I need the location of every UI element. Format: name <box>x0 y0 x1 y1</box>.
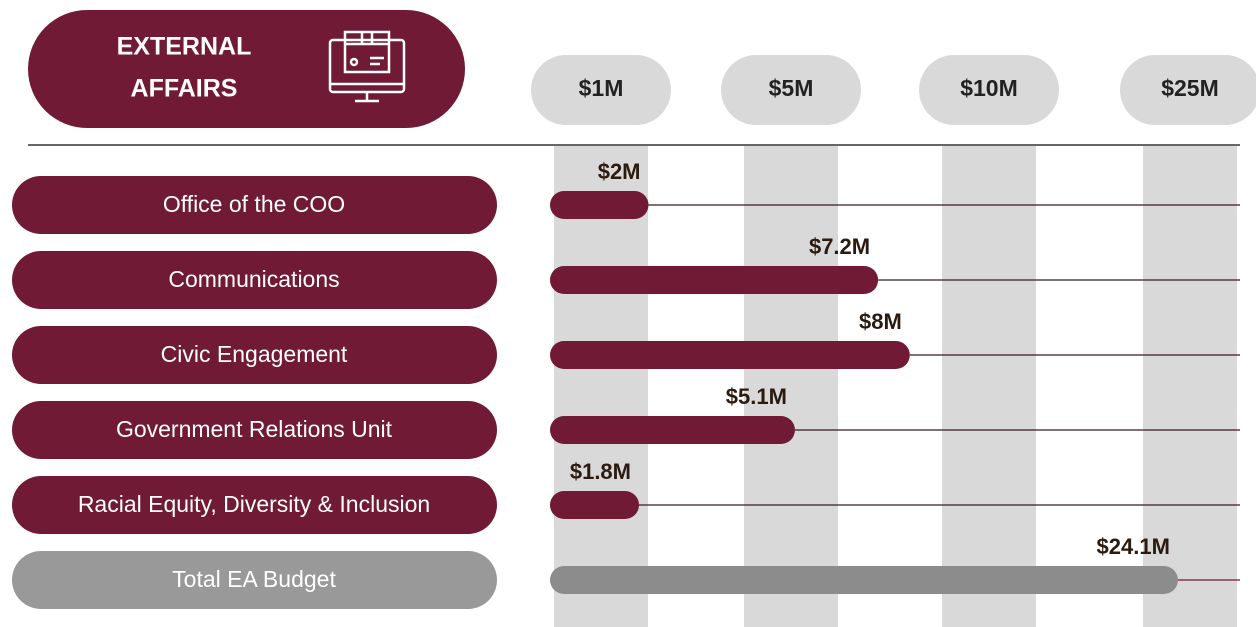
x-tick-label: $10M <box>960 75 1018 101</box>
category-label: Civic Engagement <box>161 341 348 367</box>
category-pill <box>12 176 497 234</box>
x-tick-label: $1M <box>579 75 624 101</box>
category-label: Government Relations Unit <box>116 416 393 442</box>
bar <box>550 341 910 369</box>
x-tick-label: $5M <box>769 75 814 101</box>
value-label: $8M <box>859 309 902 334</box>
category-label: Total EA Budget <box>172 566 336 592</box>
value-label: $1.8M <box>570 459 631 484</box>
tick-pill <box>919 55 1059 125</box>
icon <box>328 30 406 103</box>
header-pill <box>28 10 465 128</box>
header-title: AFFAIRS <box>131 75 238 103</box>
value-label: $2M <box>598 159 641 184</box>
category-pill <box>12 326 497 384</box>
tick-pill <box>1120 55 1256 125</box>
category-label: Racial Equity, Diversity & Inclusion <box>78 491 430 517</box>
header-title: EXTERNAL <box>117 33 252 61</box>
grid-column <box>554 146 648 627</box>
category-pill <box>12 251 497 309</box>
category-pill <box>12 401 497 459</box>
x-tick-label: $25M <box>1161 75 1219 101</box>
value-label: $5.1M <box>726 384 787 409</box>
bar <box>550 266 879 294</box>
value-label: $24.1M <box>1097 534 1170 559</box>
bar <box>550 191 649 219</box>
bar <box>550 566 1178 594</box>
grid-column <box>1143 146 1237 627</box>
bar <box>550 416 795 444</box>
bar <box>550 491 639 519</box>
tick-pill <box>721 55 861 125</box>
tick-pill <box>531 55 671 125</box>
grid-column <box>744 146 838 627</box>
category-label: Communications <box>168 266 339 292</box>
value-label: $7.2M <box>809 234 870 259</box>
grid-column <box>942 146 1036 627</box>
category-pill <box>12 476 497 534</box>
category-pill <box>12 551 497 609</box>
category-label: Office of the COO <box>163 191 345 217</box>
